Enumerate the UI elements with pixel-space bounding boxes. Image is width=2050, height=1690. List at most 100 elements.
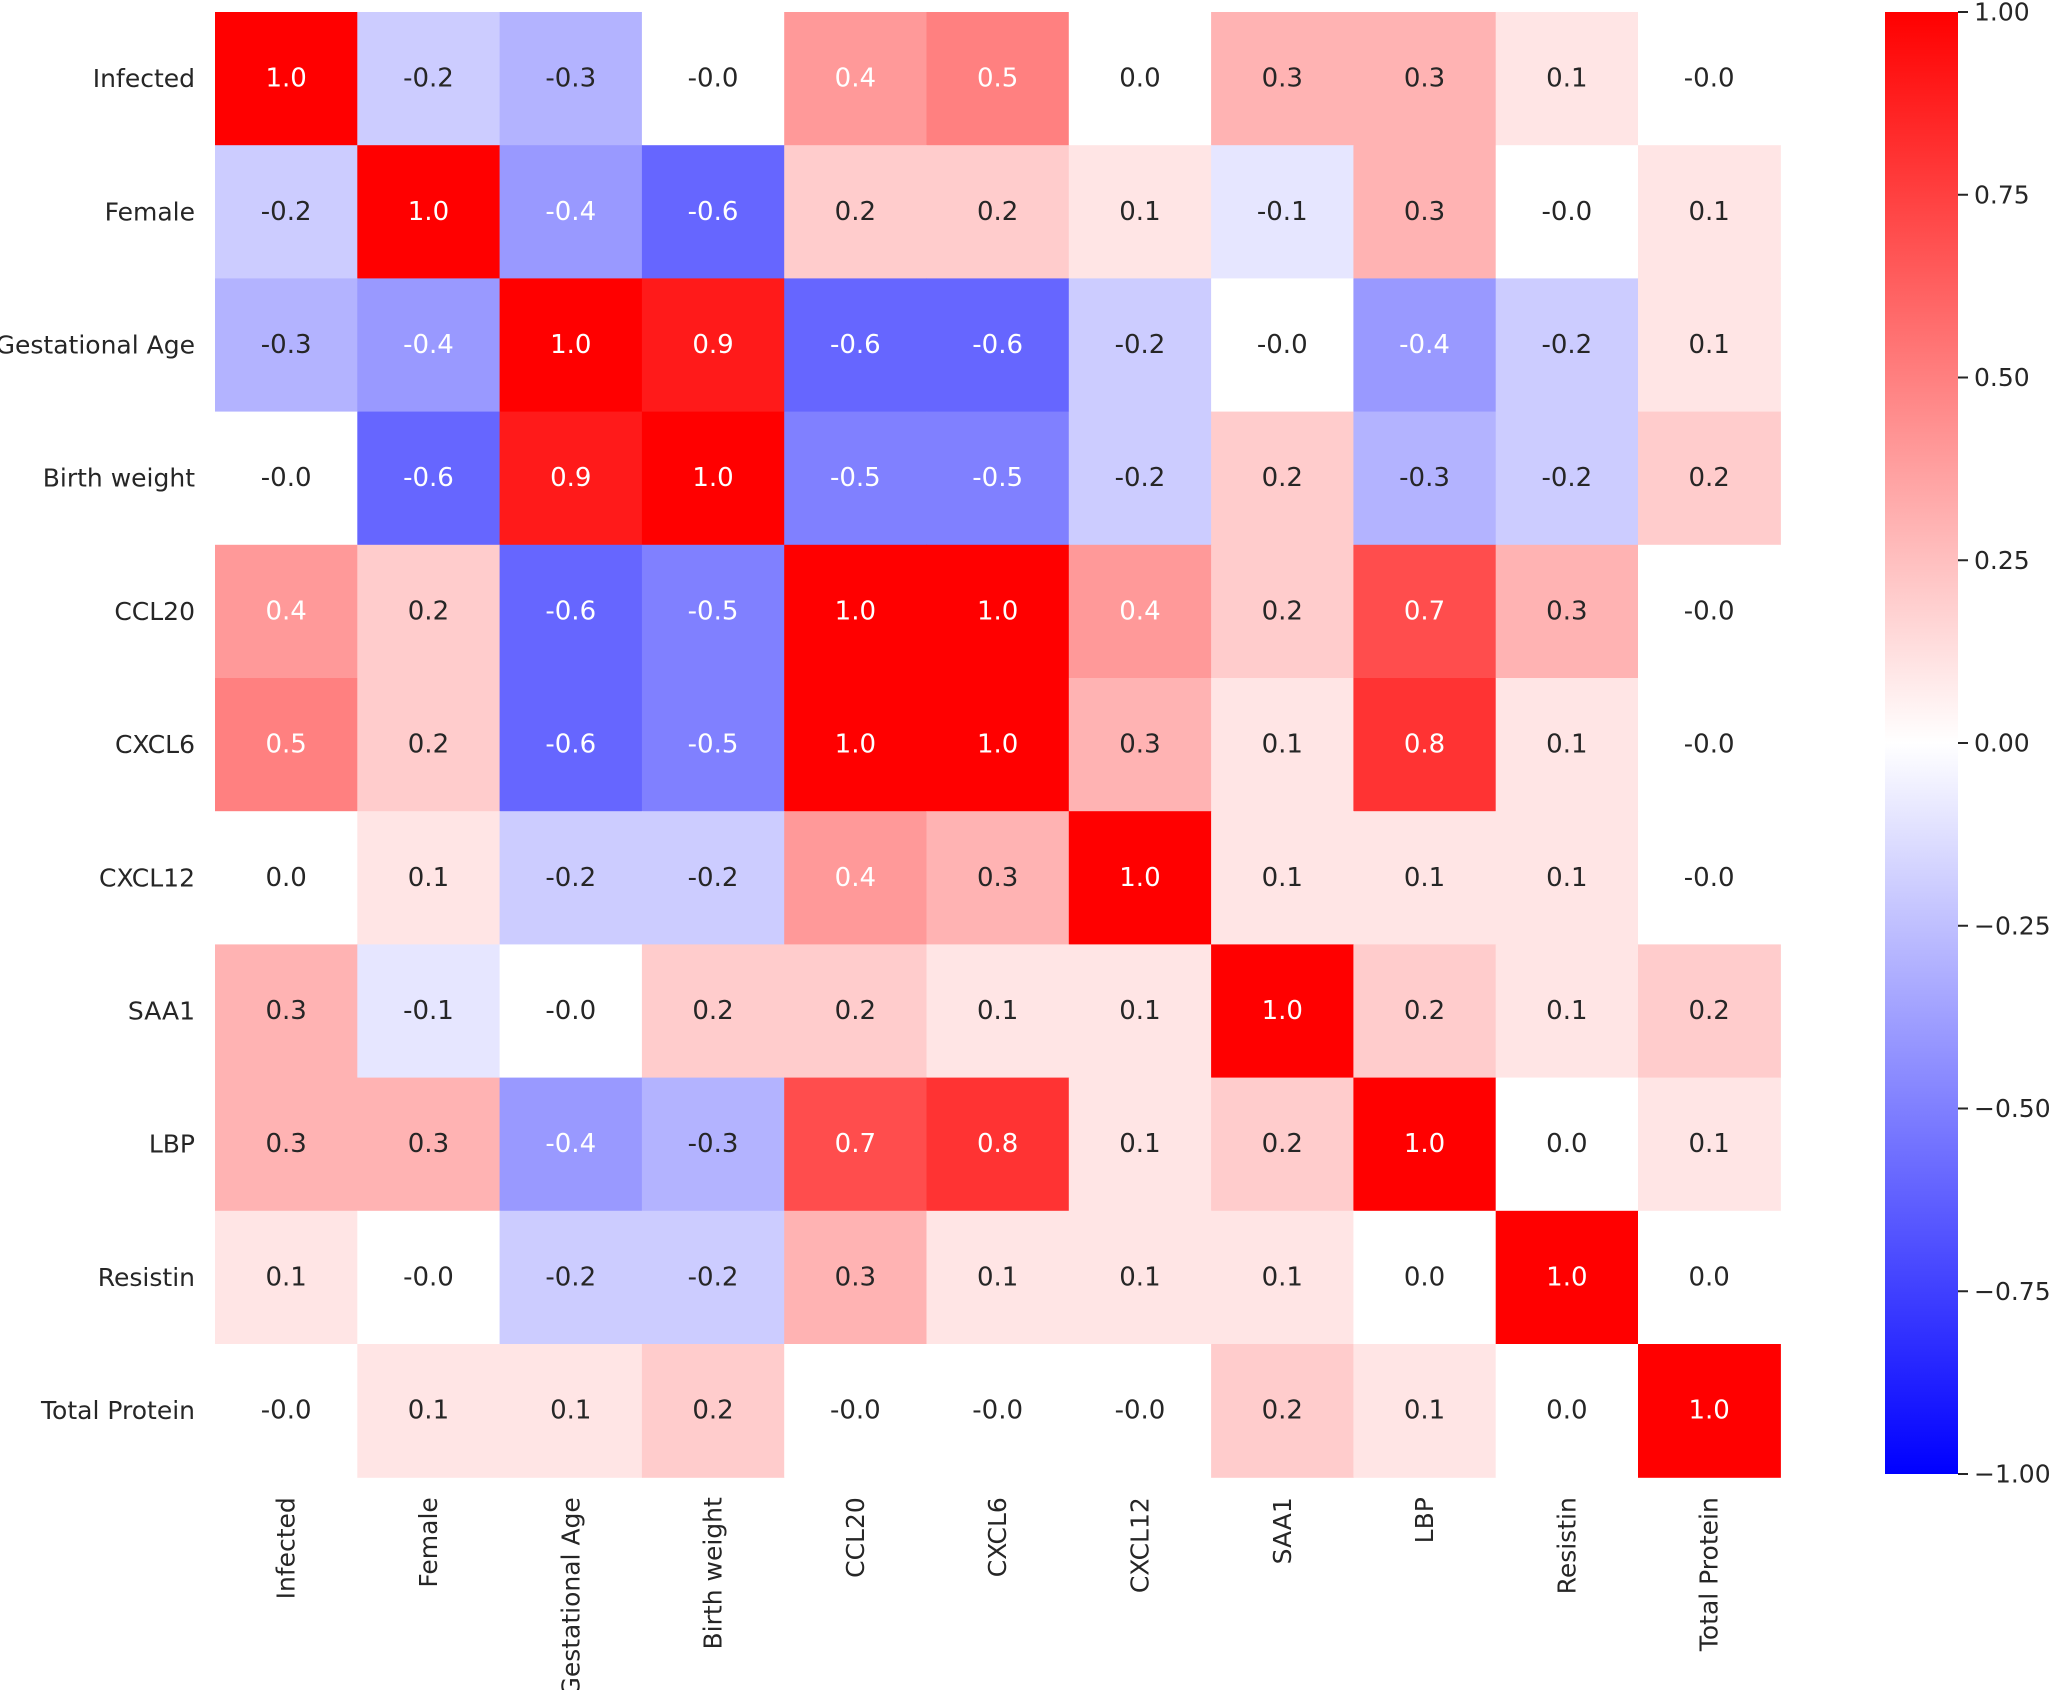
row-label-6: CXCL12 (99, 863, 195, 892)
heatmap-cell-9-3 (641, 1210, 785, 1345)
heatmap-cell-6-3 (641, 811, 785, 945)
heatmap-cell-label-5-5: 1.0 (977, 730, 1018, 760)
heatmap-cell-9-0 (215, 1210, 358, 1345)
heatmap-cell-label-2-0: -0.3 (261, 330, 312, 360)
heatmap-cell-6-2 (499, 811, 643, 945)
heatmap-cell-10-2 (499, 1344, 643, 1478)
heatmap-cell-3-0 (215, 411, 358, 546)
heatmap-cell-label-5-2: -0.6 (545, 730, 596, 760)
heatmap-cell-0-5 (926, 12, 1070, 146)
heatmap-cell-label-4-10: -0.0 (1684, 596, 1735, 626)
heatmap-cell-2-5 (926, 278, 1070, 413)
colorbar-tick-label-6: −0.50 (1974, 1094, 2050, 1123)
heatmap-cell-label-7-3: 0.2 (692, 996, 733, 1026)
heatmap-cell-7-10 (1638, 944, 1781, 1079)
heatmap-cell-label-8-2: -0.4 (545, 1129, 596, 1159)
heatmap-cell-label-7-2: -0.0 (545, 996, 596, 1026)
heatmap-cell-label-10-1: 0.1 (408, 1396, 449, 1426)
heatmap-cell-label-10-2: 0.1 (550, 1396, 591, 1426)
heatmap-cell-label-7-7: 1.0 (1262, 996, 1303, 1026)
heatmap-cell-10-1 (357, 1344, 501, 1478)
heatmap-cell-9-2 (499, 1210, 643, 1345)
heatmap-cell-label-1-5: 0.2 (977, 197, 1018, 227)
heatmap-cell-7-4 (784, 944, 928, 1079)
heatmap-cell-1-5 (926, 145, 1070, 279)
heatmap-cell-0-1 (357, 12, 501, 146)
heatmap-cell-5-0 (215, 678, 358, 812)
heatmap-cell-0-6 (1068, 12, 1212, 146)
heatmap-cell-5-9 (1495, 678, 1639, 812)
heatmap-cell-label-7-9: 0.1 (1546, 996, 1587, 1026)
heatmap-cell-label-9-4: 0.3 (835, 1262, 876, 1292)
heatmap-cell-label-9-2: -0.2 (545, 1262, 596, 1292)
heatmap-cell-9-6 (1068, 1210, 1212, 1345)
row-label-0: Infected (93, 64, 195, 93)
heatmap-cell-9-4 (784, 1210, 928, 1345)
heatmap-cell-label-8-6: 0.1 (1119, 1129, 1160, 1159)
heatmap-cell-label-8-8: 1.0 (1404, 1129, 1445, 1159)
heatmap-cell-label-4-2: -0.6 (545, 596, 596, 626)
heatmap-cell-label-3-9: -0.2 (1541, 463, 1592, 493)
heatmap-cell-label-1-4: 0.2 (835, 197, 876, 227)
heatmap-cell-6-8 (1353, 811, 1497, 945)
heatmap-cell-label-1-1: 1.0 (408, 197, 449, 227)
heatmap-cell-5-6 (1068, 678, 1212, 812)
heatmap-cell-1-6 (1068, 145, 1212, 279)
heatmap-cell-label-5-10: -0.0 (1684, 730, 1735, 760)
heatmap-cell-8-0 (215, 1077, 358, 1212)
heatmap-cell-label-6-2: -0.2 (545, 863, 596, 893)
heatmap-cell-label-10-4: -0.0 (830, 1396, 881, 1426)
heatmap-cell-label-0-10: -0.0 (1684, 64, 1735, 94)
heatmap-cell-5-5 (926, 678, 1070, 812)
colorbar-tick-label-2: 0.50 (1974, 363, 2030, 392)
heatmap-cell-10-8 (1353, 1344, 1497, 1478)
heatmap-cell-label-8-5: 0.8 (977, 1129, 1018, 1159)
heatmap-cell-5-8 (1353, 678, 1497, 812)
heatmap-cell-label-8-10: 0.1 (1688, 1129, 1729, 1159)
heatmap-cell-label-2-9: -0.2 (1541, 330, 1592, 360)
heatmap-cell-label-0-6: 0.0 (1119, 64, 1160, 94)
heatmap-cell-1-0 (215, 145, 358, 279)
heatmap-cell-4-10 (1638, 544, 1781, 679)
row-label-10: Total Protein (40, 1396, 195, 1425)
heatmap-cell-1-9 (1495, 145, 1639, 279)
heatmap-cell-label-3-8: -0.3 (1399, 463, 1450, 493)
heatmap-cell-label-7-10: 0.2 (1688, 996, 1729, 1026)
heatmap-cell-label-3-5: -0.5 (972, 463, 1023, 493)
heatmap-cell-1-10 (1638, 145, 1781, 279)
heatmap-annotations: 1.0 -0.2 -0.3 -0.0 0.4 0.5 0.0 0.3 0.3 0.1 -0.0 -0.… (261, 64, 1735, 1426)
heatmap-cell-label-10-3: 0.2 (692, 1396, 733, 1426)
heatmap-cell-8-7 (1211, 1077, 1354, 1212)
heatmap-cell-label-8-9: 0.0 (1546, 1129, 1587, 1159)
heatmap-cell-label-5-9: 0.1 (1546, 730, 1587, 760)
heatmap-cell-7-5 (926, 944, 1070, 1079)
heatmap-cell-2-1 (357, 278, 501, 413)
heatmap-cell-7-7 (1211, 944, 1354, 1079)
heatmap-cell-label-5-8: 0.8 (1404, 730, 1445, 760)
heatmap-cell-label-6-9: 0.1 (1546, 863, 1587, 893)
heatmap-cell-8-8 (1353, 1077, 1497, 1212)
heatmap-cell-4-6 (1068, 544, 1212, 679)
heatmap-cell-label-6-10: -0.0 (1684, 863, 1735, 893)
heatmap-cell-0-0 (215, 12, 358, 146)
colorbar: 1.00 0.75 0.50 0.25 0.00 −0.25 −0.50 −0.75 −1.00 (1885, 0, 2050, 1489)
heatmap-cell-label-2-10: 0.1 (1688, 330, 1729, 360)
heatmap-cell-2-2 (499, 278, 643, 413)
heatmap-cell-label-5-1: 0.2 (408, 730, 449, 760)
heatmap-cell-6-9 (1495, 811, 1639, 945)
heatmap-cell-label-6-7: 0.1 (1262, 863, 1303, 893)
heatmap-cell-9-7 (1211, 1210, 1354, 1345)
heatmap-cell-label-3-2: 0.9 (550, 463, 591, 493)
col-label-4: CCL20 (841, 1497, 870, 1578)
colorbar-tick-label-8: −1.00 (1974, 1460, 2050, 1489)
heatmap-cell-label-2-1: -0.4 (403, 330, 454, 360)
heatmap-cell-label-0-7: 0.3 (1262, 64, 1303, 94)
heatmap-cell-7-0 (215, 944, 358, 1079)
heatmap-cell-label-6-6: 1.0 (1119, 863, 1160, 893)
heatmap-cell-7-3 (641, 944, 785, 1079)
row-label-5: CXCL6 (115, 730, 195, 759)
heatmap-cell-2-6 (1068, 278, 1212, 413)
heatmap-cell-label-2-7: -0.0 (1257, 330, 1308, 360)
heatmap-cell-8-1 (357, 1077, 501, 1212)
